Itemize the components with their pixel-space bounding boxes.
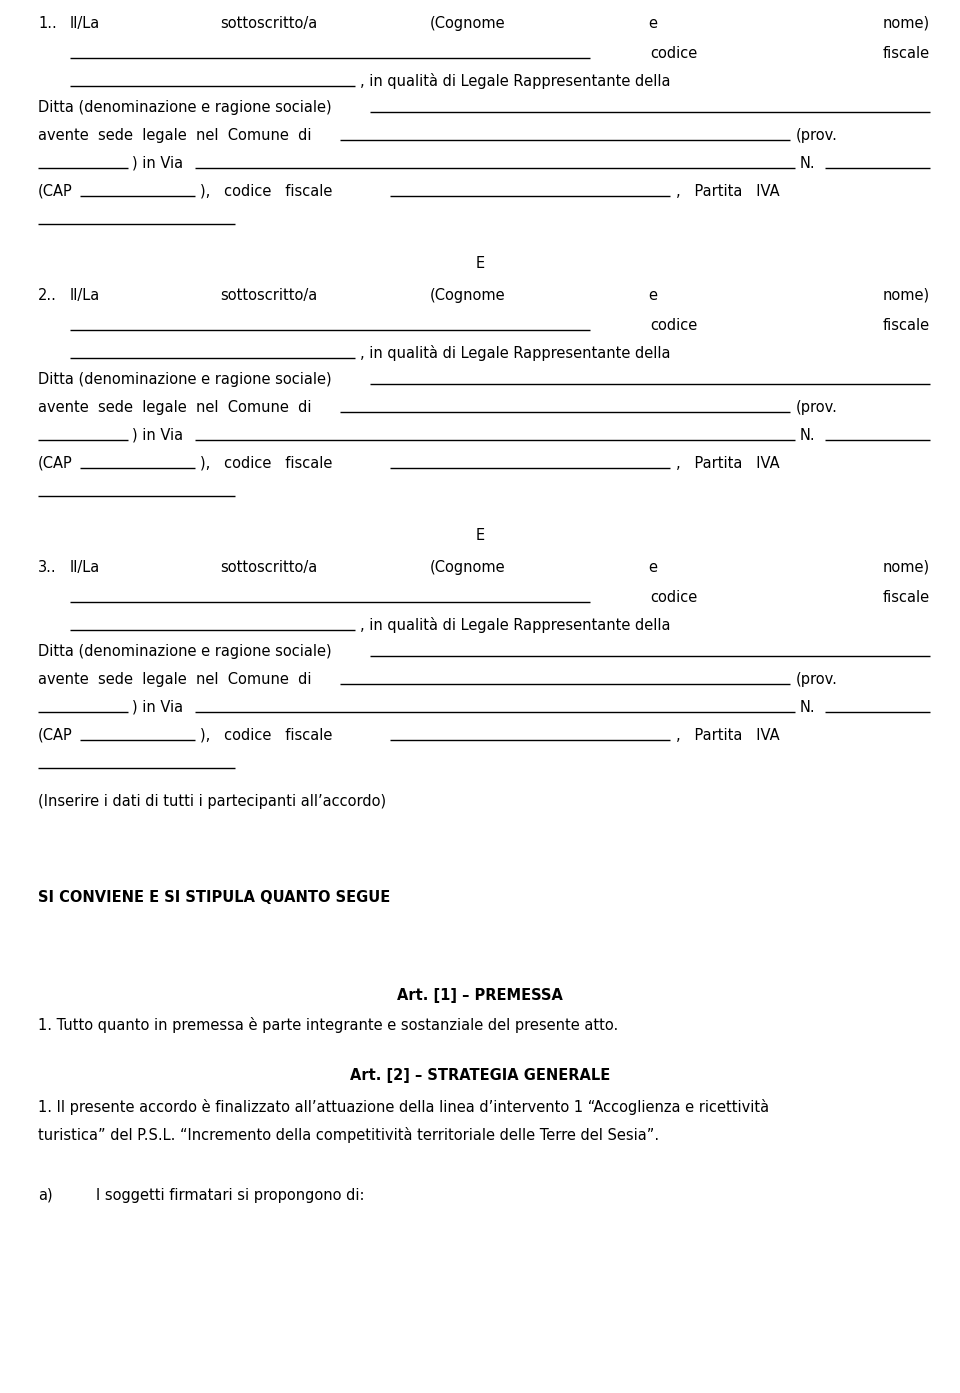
Text: sottoscritto/a: sottoscritto/a (220, 560, 317, 575)
Text: ) in Via: ) in Via (132, 701, 183, 715)
Text: avente  sede  legale  nel  Comune  di: avente sede legale nel Comune di (38, 128, 311, 143)
Text: Ditta (denominazione e ragione sociale): Ditta (denominazione e ragione sociale) (38, 100, 331, 116)
Text: 1. Tutto quanto in premessa è parte integrante e sostanziale del presente atto.: 1. Tutto quanto in premessa è parte inte… (38, 1017, 618, 1034)
Text: ),   codice   fiscale: ), codice fiscale (200, 729, 332, 742)
Text: (Cognome: (Cognome (430, 288, 506, 304)
Text: codice: codice (650, 46, 697, 61)
Text: ,   Partita   IVA: , Partita IVA (676, 456, 780, 471)
Text: , in qualità di Legale Rappresentante della: , in qualità di Legale Rappresentante de… (360, 617, 670, 632)
Text: , in qualità di Legale Rappresentante della: , in qualità di Legale Rappresentante de… (360, 72, 670, 89)
Text: codice: codice (650, 318, 697, 333)
Text: a): a) (38, 1188, 53, 1204)
Text: fiscale: fiscale (883, 46, 930, 61)
Text: ,   Partita   IVA: , Partita IVA (676, 184, 780, 199)
Text: N.: N. (800, 428, 816, 443)
Text: , in qualità di Legale Rappresentante della: , in qualità di Legale Rappresentante de… (360, 345, 670, 361)
Text: SI CONVIENE E SI STIPULA QUANTO SEGUE: SI CONVIENE E SI STIPULA QUANTO SEGUE (38, 890, 391, 905)
Text: E: E (475, 528, 485, 543)
Text: (CAP: (CAP (38, 184, 73, 199)
Text: (CAP: (CAP (38, 729, 73, 742)
Text: 3..: 3.. (38, 560, 57, 575)
Text: Ditta (denominazione e ragione sociale): Ditta (denominazione e ragione sociale) (38, 372, 331, 387)
Text: 2..: 2.. (38, 288, 57, 304)
Text: avente  sede  legale  nel  Comune  di: avente sede legale nel Comune di (38, 400, 311, 415)
Text: e: e (648, 288, 657, 304)
Text: ) in Via: ) in Via (132, 428, 183, 443)
Text: E: E (475, 256, 485, 272)
Text: Art. [1] – PREMESSA: Art. [1] – PREMESSA (397, 988, 563, 1003)
Text: nome): nome) (883, 288, 930, 304)
Text: Il/La: Il/La (70, 15, 100, 31)
Text: (Cognome: (Cognome (430, 560, 506, 575)
Text: ,   Partita   IVA: , Partita IVA (676, 729, 780, 742)
Text: codice: codice (650, 591, 697, 605)
Text: (CAP: (CAP (38, 456, 73, 471)
Text: sottoscritto/a: sottoscritto/a (220, 288, 317, 304)
Text: ),   codice   fiscale: ), codice fiscale (200, 184, 332, 199)
Text: turistica” del P.S.L. “Incremento della competitività territoriale delle Terre d: turistica” del P.S.L. “Incremento della … (38, 1127, 660, 1144)
Text: (Cognome: (Cognome (430, 15, 506, 31)
Text: (prov.: (prov. (796, 128, 838, 143)
Text: (prov.: (prov. (796, 400, 838, 415)
Text: fiscale: fiscale (883, 591, 930, 605)
Text: Il/La: Il/La (70, 288, 100, 304)
Text: Il/La: Il/La (70, 560, 100, 575)
Text: Art. [2] – STRATEGIA GENERALE: Art. [2] – STRATEGIA GENERALE (349, 1068, 611, 1082)
Text: ) in Via: ) in Via (132, 156, 183, 171)
Text: Ditta (denominazione e ragione sociale): Ditta (denominazione e ragione sociale) (38, 644, 331, 659)
Text: 1..: 1.. (38, 15, 57, 31)
Text: e: e (648, 560, 657, 575)
Text: N.: N. (800, 701, 816, 715)
Text: 1. Il presente accordo è finalizzato all’attuazione della linea d’intervento 1 “: 1. Il presente accordo è finalizzato all… (38, 1099, 769, 1114)
Text: sottoscritto/a: sottoscritto/a (220, 15, 317, 31)
Text: N.: N. (800, 156, 816, 171)
Text: e: e (648, 15, 657, 31)
Text: (prov.: (prov. (796, 671, 838, 687)
Text: I soggetti firmatari si propongono di:: I soggetti firmatari si propongono di: (96, 1188, 365, 1204)
Text: (Inserire i dati di tutti i partecipanti all’accordo): (Inserire i dati di tutti i partecipanti… (38, 794, 386, 809)
Text: nome): nome) (883, 15, 930, 31)
Text: ),   codice   fiscale: ), codice fiscale (200, 456, 332, 471)
Text: nome): nome) (883, 560, 930, 575)
Text: fiscale: fiscale (883, 318, 930, 333)
Text: avente  sede  legale  nel  Comune  di: avente sede legale nel Comune di (38, 671, 311, 687)
